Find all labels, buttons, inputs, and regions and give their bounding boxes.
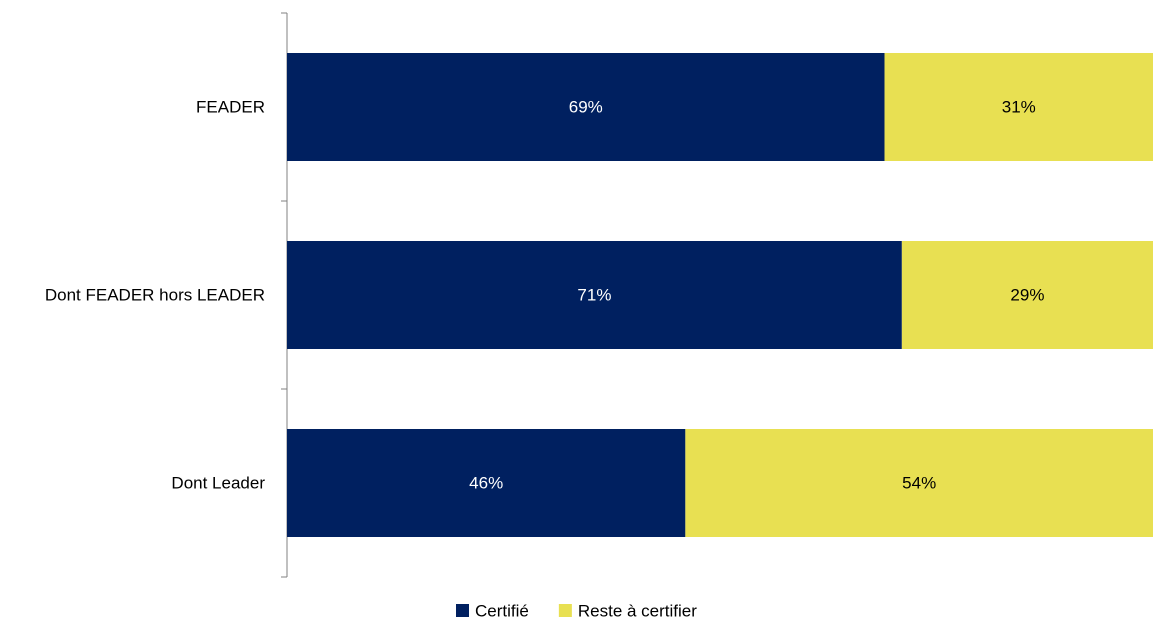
bar-segment-certifie xyxy=(287,241,902,349)
legend-swatch xyxy=(456,604,469,617)
category-axis xyxy=(281,12,288,578)
data-label: 29% xyxy=(1010,286,1044,305)
bar-segment-reste-a-certifier xyxy=(685,429,1153,537)
data-label: 54% xyxy=(902,474,936,493)
bar-segment-reste-a-certifier xyxy=(901,241,1153,349)
bars: 69% 31% 71% 29% 46% 54% xyxy=(287,53,1153,537)
legend-label: Reste à certifier xyxy=(578,602,697,621)
category-labels: FEADER Dont FEADER hors LEADER Dont Leader xyxy=(45,98,265,493)
bar-segment-certifie xyxy=(287,53,885,161)
bar-segment-reste-a-certifier xyxy=(884,53,1153,161)
legend-swatch xyxy=(558,604,572,617)
data-label: 69% xyxy=(569,98,603,117)
data-label: 31% xyxy=(1002,98,1036,117)
category-label: Dont Leader xyxy=(171,474,265,493)
legend-label: Certifié xyxy=(475,602,529,621)
category-label: FEADER xyxy=(196,98,265,117)
legend: Certifié Reste à certifier xyxy=(456,602,697,621)
data-label: 71% xyxy=(577,286,611,305)
bar-segment-certifie xyxy=(287,429,686,537)
data-label: 46% xyxy=(469,474,503,493)
category-label: Dont FEADER hors LEADER xyxy=(45,286,265,305)
